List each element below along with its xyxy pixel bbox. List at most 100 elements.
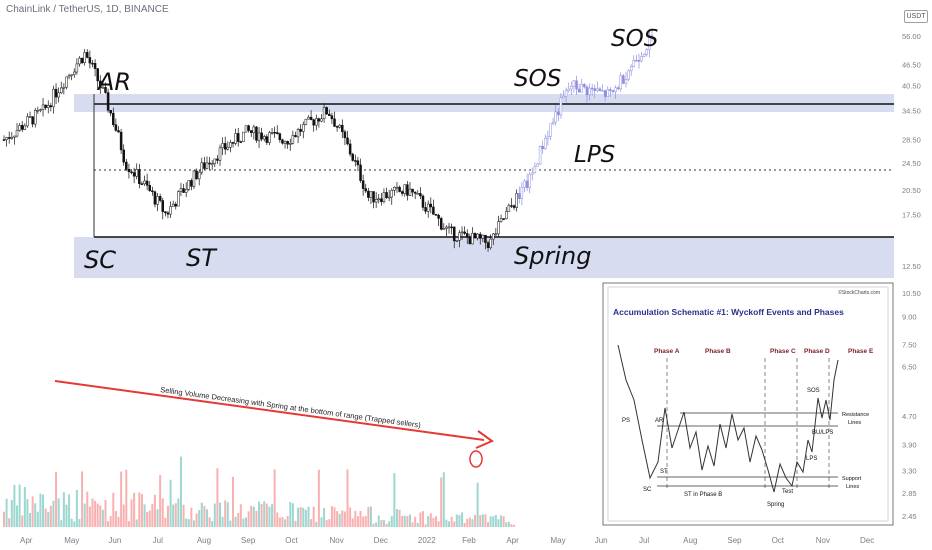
candle-body <box>512 205 516 208</box>
candle-body <box>533 166 537 174</box>
time-axis-label: Dec <box>374 536 388 545</box>
candle-body <box>478 233 482 239</box>
candle-body <box>143 180 146 184</box>
volume-bar <box>297 507 300 527</box>
candle-body <box>286 141 289 145</box>
candle-body <box>400 191 404 194</box>
quote-currency-badge[interactable]: USDT <box>904 10 928 23</box>
candle-body <box>127 168 131 173</box>
time-axis-label: Nov <box>816 536 830 545</box>
volume-bar <box>174 503 177 527</box>
candle-body <box>229 142 232 148</box>
candle-body <box>502 218 505 220</box>
candle-body <box>429 203 433 208</box>
volume-bar <box>429 513 432 527</box>
candle-body <box>580 83 583 93</box>
candle-body <box>283 141 287 144</box>
volume-bar <box>120 471 123 527</box>
candle-body <box>645 49 649 55</box>
candle-body <box>463 231 466 234</box>
volume-bar <box>130 499 133 527</box>
candle-body <box>351 153 354 161</box>
volume-bar <box>179 456 182 527</box>
volume-bar <box>500 515 503 527</box>
volume-bar <box>390 516 393 527</box>
candle-body <box>380 198 383 202</box>
volume-bar <box>229 520 232 527</box>
candle-body <box>153 191 157 205</box>
volume-bar <box>448 521 451 527</box>
label-sos-1: SOS <box>514 66 561 92</box>
volume-bar <box>39 493 42 527</box>
candle-body <box>145 180 149 186</box>
candle-body <box>15 130 19 137</box>
volume-bar <box>182 504 185 527</box>
volume-bar <box>406 516 409 527</box>
volume-bar <box>494 514 497 527</box>
volume-bar <box>336 511 339 527</box>
candle-body <box>367 190 370 198</box>
candle-body <box>403 184 407 194</box>
price-axis-label: 4.70 <box>902 412 917 421</box>
price-axis-label: 20.50 <box>902 186 921 195</box>
volume-bar <box>258 501 261 527</box>
candle-body <box>239 141 243 143</box>
volume-bar <box>36 511 39 527</box>
candle-body <box>369 191 373 198</box>
candle-body <box>572 80 576 87</box>
volume-bar <box>73 521 76 527</box>
time-axis-label: Jul <box>639 536 649 545</box>
time-axis-label: May <box>551 536 566 545</box>
candle-body <box>257 132 261 141</box>
volume-bar <box>47 511 50 527</box>
volume-bar <box>497 519 500 527</box>
candle-body <box>99 80 102 88</box>
volume-bar <box>442 472 445 527</box>
volume-bar <box>62 492 65 527</box>
price-axis-label: 2.85 <box>902 489 917 498</box>
candle-body <box>426 203 430 212</box>
candle-body <box>455 240 459 242</box>
candle-body <box>247 125 250 131</box>
volume-bar <box>221 516 224 527</box>
volume-bar <box>380 520 383 527</box>
candle-body <box>106 92 110 111</box>
candle-body <box>497 221 500 235</box>
volume-bar <box>320 517 323 527</box>
candle-body <box>458 232 461 241</box>
volume-bar <box>302 507 305 527</box>
candle-body <box>296 129 300 138</box>
volume-bar <box>341 510 344 527</box>
candle-body <box>387 196 391 199</box>
candle-body <box>317 118 321 122</box>
volume-bar <box>408 514 411 527</box>
time-axis-label: Jun <box>595 536 608 545</box>
candle-body <box>252 126 256 133</box>
volume-bar <box>479 515 482 527</box>
candle-body <box>20 125 24 130</box>
candle-body <box>49 105 53 108</box>
candle-body <box>268 132 271 143</box>
candle-body <box>70 74 73 76</box>
time-axis-label: Feb <box>462 536 476 545</box>
candle-body <box>505 211 508 220</box>
volume-bar <box>185 518 188 527</box>
volume-bar <box>187 519 190 527</box>
candle-body <box>413 191 417 194</box>
volume-bar <box>156 509 159 527</box>
volume-bar <box>23 487 26 527</box>
candle-body <box>10 136 14 139</box>
candle-body <box>221 143 224 149</box>
candle-body <box>544 137 547 150</box>
candle-body <box>125 161 128 170</box>
candle-body <box>492 233 495 240</box>
candle-body <box>67 75 71 78</box>
volume-bar <box>117 516 120 527</box>
time-axis-label: Aug <box>197 536 211 545</box>
candle-body <box>564 90 568 97</box>
candle-body <box>171 203 175 207</box>
candle-body <box>299 129 302 132</box>
volume-bar <box>255 510 258 527</box>
volume-bar <box>463 523 466 527</box>
inset-label-st-b: ST in Phase B <box>684 492 722 498</box>
